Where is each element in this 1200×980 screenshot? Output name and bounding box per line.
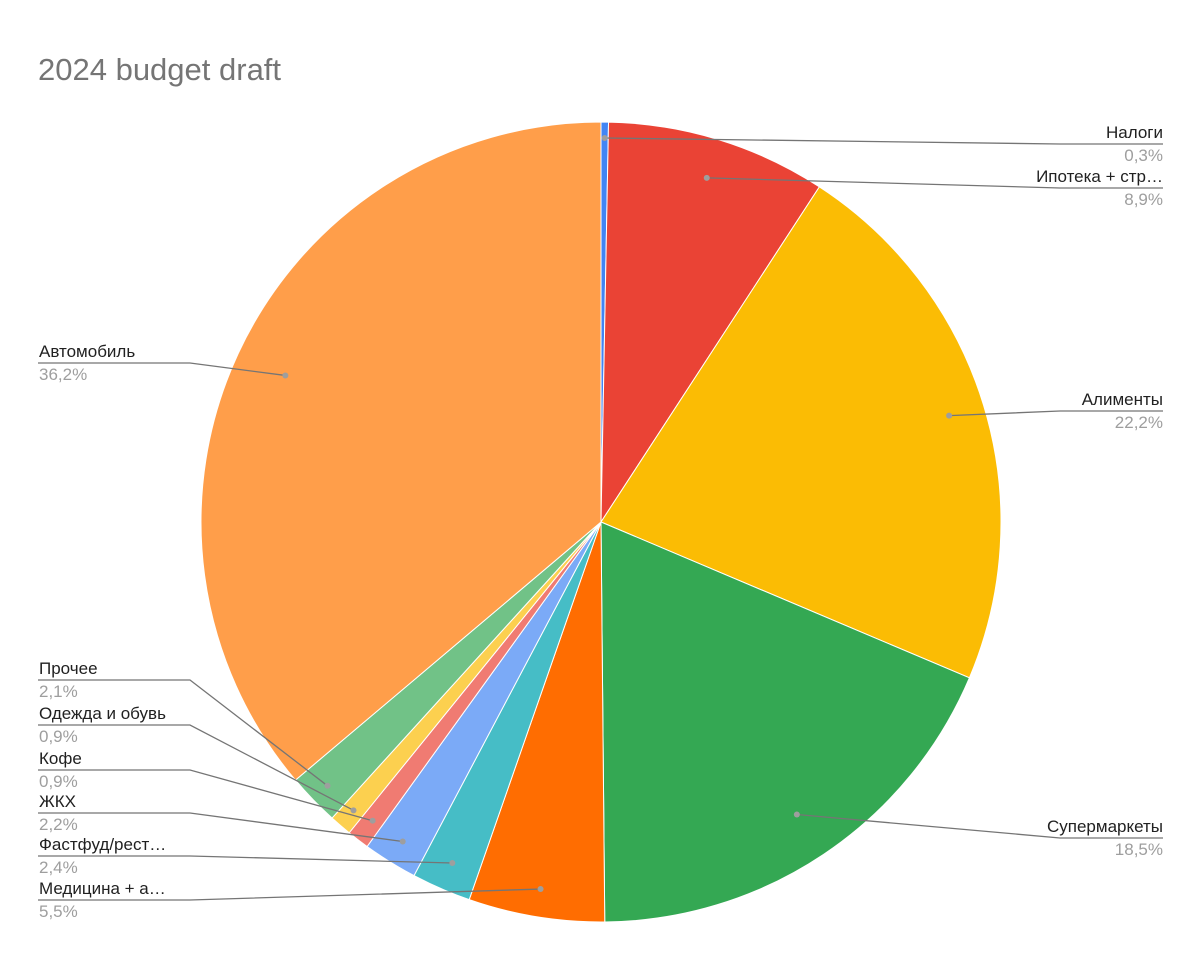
- chart-title: 2024 budget draft: [38, 52, 282, 87]
- leader-line-9: [38, 679, 328, 787]
- slice-label-2: Алименты: [1082, 390, 1163, 409]
- slice-2[interactable]: [600, 186, 1002, 679]
- leader-dot-2: [946, 412, 953, 419]
- slice-label-9: Прочее: [39, 659, 98, 678]
- slice-label-8: Одежда и обувь: [39, 704, 166, 723]
- slice-percent-9: 2,1%: [39, 682, 78, 701]
- slice-label-7: Кофе: [39, 749, 82, 768]
- leader-dot-0: [601, 135, 608, 142]
- leader-line-8: [38, 724, 354, 811]
- slice-label-3: Супермаркеты: [1047, 817, 1163, 836]
- leader-dot-10: [282, 372, 289, 379]
- slice-10[interactable]: [200, 121, 602, 781]
- pie-labels: Налоги 0,3% Ипотека + стр… 8,9% Алименты 22,2…: [38, 123, 1163, 921]
- leader-line-1: [706, 177, 1163, 189]
- slice-percent-2: 22,2%: [1115, 413, 1163, 432]
- slice-label-0: Налоги: [1106, 123, 1163, 142]
- leader-line-6: [38, 812, 403, 843]
- leader-dot-3: [793, 811, 800, 818]
- slice-label-10: Автомобиль: [39, 342, 135, 361]
- leader-dot-1: [703, 174, 710, 181]
- slice-percent-8: 0,9%: [39, 727, 78, 746]
- leader-line-2: [949, 410, 1163, 417]
- leader-line-10: [38, 362, 286, 377]
- leader-line-7: [38, 769, 373, 822]
- slice-4[interactable]: [468, 521, 606, 923]
- leader-line-3: [796, 813, 1163, 839]
- leader-line-4: [38, 888, 541, 901]
- leader-dot-6: [399, 838, 406, 845]
- leader-dot-8: [350, 807, 357, 814]
- slice-label-4: Медицина + а…: [39, 879, 166, 898]
- leader-dot-7: [369, 817, 376, 824]
- slice-3[interactable]: [600, 521, 971, 923]
- leader-line-0: [604, 137, 1163, 145]
- slice-label-1: Ипотека + стр…: [1036, 167, 1163, 186]
- slice-percent-7: 0,9%: [39, 772, 78, 791]
- slice-percent-0: 0,3%: [1124, 146, 1163, 165]
- slice-percent-5: 2,4%: [39, 858, 78, 877]
- leader-dot-4: [537, 886, 544, 893]
- leader-dot-5: [449, 860, 456, 867]
- slice-percent-3: 18,5%: [1115, 840, 1163, 859]
- slice-percent-1: 8,9%: [1124, 190, 1163, 209]
- slice-label-5: Фастфуд/рест…: [39, 835, 166, 854]
- slice-percent-4: 5,5%: [39, 902, 78, 921]
- slice-label-6: ЖКХ: [39, 792, 76, 811]
- pie-slices: [200, 121, 1002, 923]
- slice-percent-6: 2,2%: [39, 815, 78, 834]
- leader-dot-9: [324, 782, 331, 789]
- leader-line-5: [38, 855, 453, 864]
- slice-percent-10: 36,2%: [39, 365, 87, 384]
